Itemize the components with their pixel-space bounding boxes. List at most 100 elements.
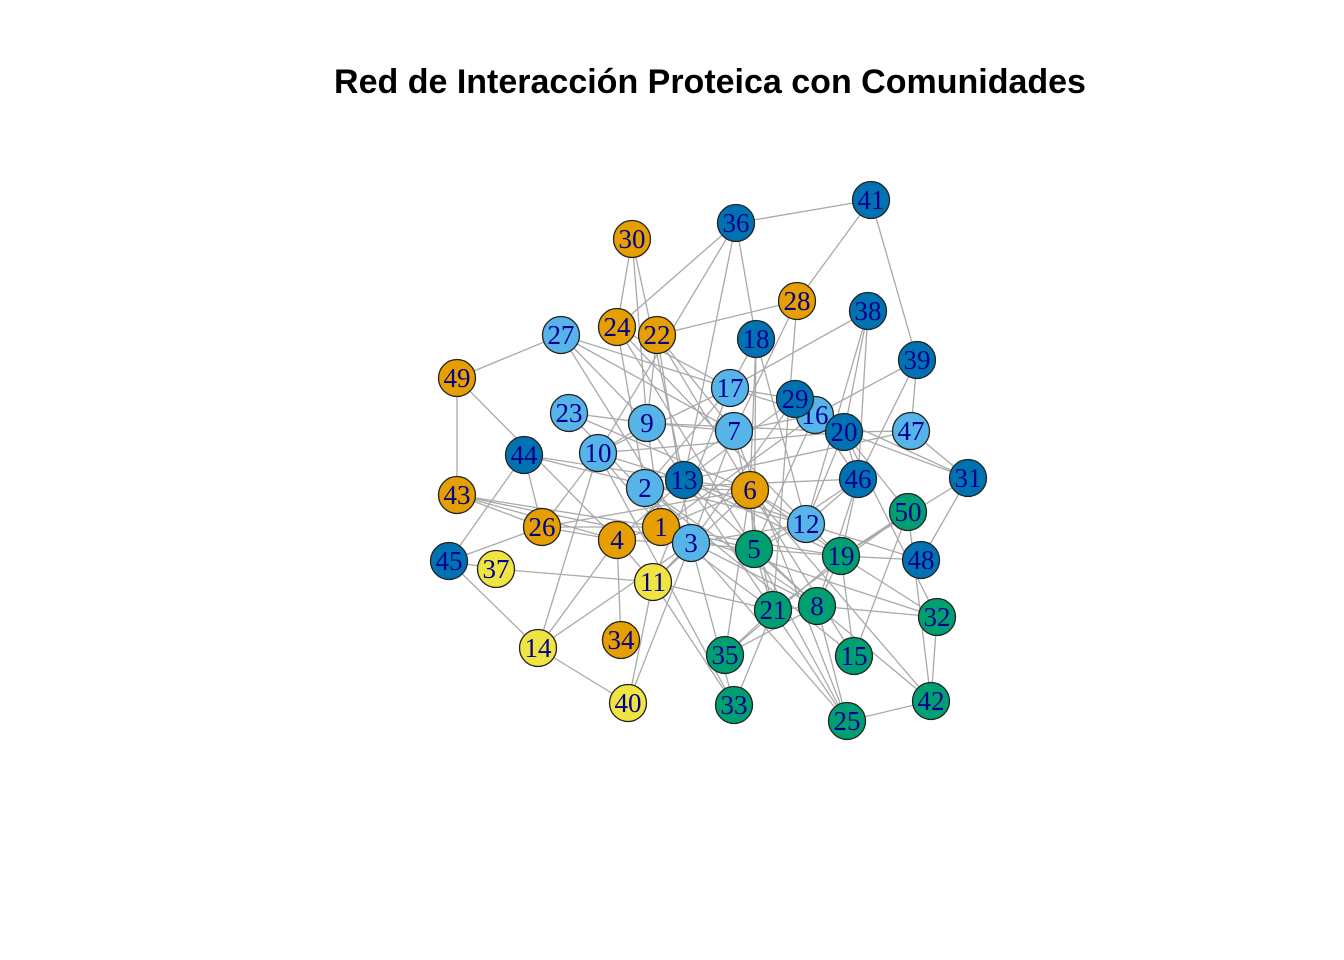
- node-47: 47: [891, 411, 931, 451]
- node-36: 36: [716, 203, 756, 243]
- node-circle: [851, 180, 891, 220]
- edge-41-36: [735, 199, 872, 224]
- node-circle: [901, 540, 941, 580]
- node-label: 9: [640, 408, 654, 438]
- edge-50-15: [853, 511, 909, 657]
- edge-38-17: [729, 310, 869, 389]
- node-label: 29: [782, 384, 809, 414]
- edge-45-14: [448, 560, 539, 649]
- node-circle: [714, 685, 754, 725]
- node-label: 35: [712, 640, 739, 670]
- node-16: 16: [795, 395, 835, 435]
- node-circle: [917, 597, 957, 637]
- node-29: 29: [775, 379, 815, 419]
- edge-25-5: [753, 548, 848, 722]
- node-17: 17: [710, 368, 750, 408]
- node-label: 37: [483, 554, 510, 584]
- node-circle: [608, 683, 648, 723]
- node-circle: [633, 562, 673, 602]
- node-label: 49: [444, 363, 471, 393]
- edge-22-6: [656, 334, 751, 491]
- node-circle: [777, 281, 817, 321]
- node-45: 45: [429, 541, 469, 581]
- edge-16-1: [660, 414, 816, 528]
- node-circle: [716, 203, 756, 243]
- node-label: 19: [828, 541, 855, 571]
- node-33: 33: [714, 685, 754, 725]
- node-43: 43: [437, 475, 477, 515]
- node-37: 37: [476, 549, 516, 589]
- edge-27-9: [560, 334, 648, 424]
- edge-6-42: [749, 489, 932, 702]
- node-circle: [710, 368, 750, 408]
- edge-28-22: [656, 300, 798, 336]
- node-8: 8: [797, 586, 837, 626]
- edge-23-6: [568, 412, 751, 491]
- node-circle: [824, 412, 864, 452]
- edge-24-2: [616, 326, 646, 489]
- node-label: 25: [834, 706, 861, 736]
- node-35: 35: [705, 635, 745, 675]
- node-label: 30: [619, 224, 646, 254]
- node-label: 26: [529, 512, 556, 542]
- node-50: 50: [888, 492, 928, 532]
- node-2: 2: [625, 468, 665, 508]
- node-circle: [734, 529, 774, 569]
- node-12: 12: [786, 504, 826, 544]
- node-label: 7: [727, 416, 741, 446]
- edge-6-35: [724, 489, 751, 656]
- node-circle: [838, 459, 878, 499]
- node-41: 41: [851, 180, 891, 220]
- node-label: 12: [793, 509, 820, 539]
- node-10: 10: [578, 433, 618, 473]
- node-42: 42: [911, 681, 951, 721]
- edge-24-17: [616, 326, 731, 389]
- node-circle: [627, 403, 667, 443]
- edge-24-5: [616, 326, 755, 550]
- node-label: 40: [615, 688, 642, 718]
- node-circle: [541, 315, 581, 355]
- edge-47-13: [683, 430, 912, 481]
- edge-8-25: [816, 605, 848, 722]
- node-label: 46: [845, 464, 872, 494]
- node-label: 18: [743, 324, 770, 354]
- node-circle: [848, 291, 888, 331]
- node-circle: [518, 628, 558, 668]
- edge-4-14: [537, 539, 618, 649]
- node-circle: [786, 504, 826, 544]
- node-label: 24: [604, 312, 632, 342]
- node-circle: [736, 319, 776, 359]
- edge-10-14: [537, 452, 599, 649]
- node-label: 22: [644, 320, 671, 350]
- node-circle: [821, 536, 861, 576]
- edge-41-39: [870, 199, 918, 361]
- node-label: 34: [608, 625, 636, 655]
- node-label: 10: [585, 438, 612, 468]
- edge-39-16: [814, 359, 918, 416]
- node-label: 38: [855, 296, 882, 326]
- node-26: 26: [522, 507, 562, 547]
- node-label: 39: [904, 345, 931, 375]
- node-circle: [797, 586, 837, 626]
- edge-41-28: [796, 199, 872, 302]
- edge-8-42: [816, 605, 932, 702]
- node-21: 21: [753, 590, 793, 630]
- edge-26-6: [541, 489, 751, 528]
- node-label: 41: [858, 185, 885, 215]
- node-circle: [897, 340, 937, 380]
- node-label: 6: [743, 475, 757, 505]
- node-13: 13: [664, 460, 704, 500]
- node-label: 3: [684, 528, 698, 558]
- graph-title: Red de Interacción Proteica con Comunida…: [334, 63, 1086, 101]
- node-48: 48: [901, 540, 941, 580]
- node-circle: [637, 315, 677, 355]
- node-11: 11: [633, 562, 673, 602]
- node-9: 9: [627, 403, 667, 443]
- node-27: 27: [541, 315, 581, 355]
- node-3: 3: [671, 523, 711, 563]
- node-label: 27: [548, 320, 575, 350]
- node-circle: [671, 523, 711, 563]
- node-circle: [476, 549, 516, 589]
- edge-22-3: [656, 334, 692, 544]
